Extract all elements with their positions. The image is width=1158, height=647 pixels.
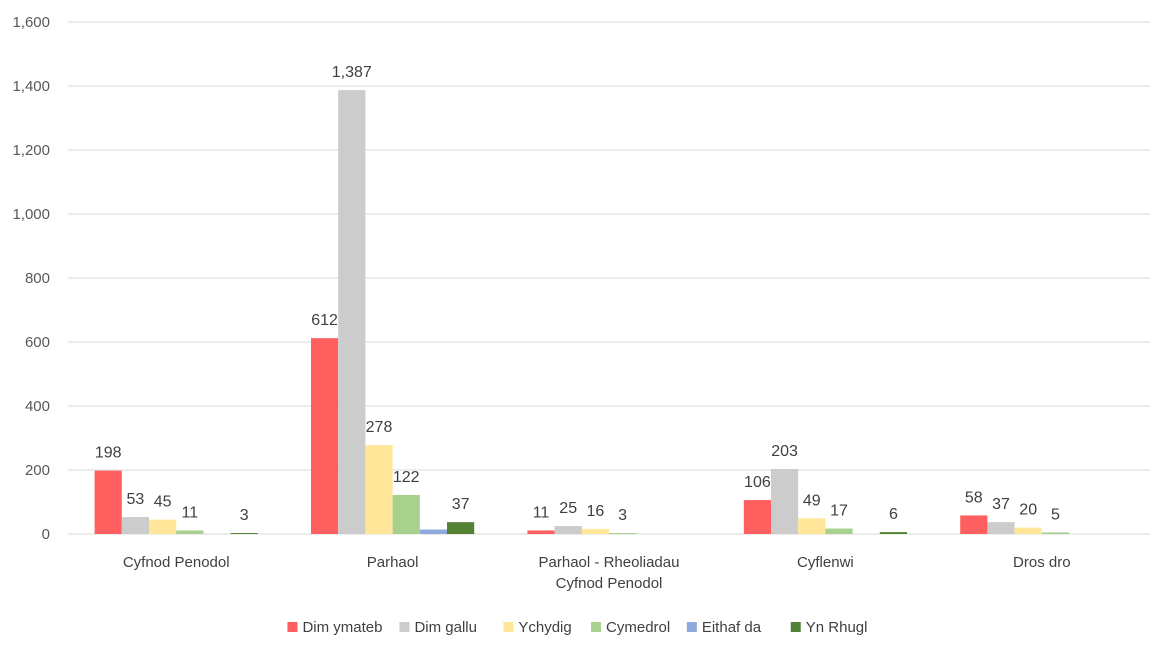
bar <box>771 469 799 534</box>
bar <box>987 522 1015 534</box>
bar <box>176 530 204 534</box>
legend-label: Dim ymateb <box>302 619 382 636</box>
legend-label: Yn Rhugl <box>806 619 868 636</box>
data-label: 25 <box>559 500 577 517</box>
data-label: 122 <box>393 469 420 486</box>
data-label: 11 <box>181 504 198 521</box>
bar <box>121 517 149 534</box>
y-tick-label: 1,200 <box>12 142 50 159</box>
legend: Dim ymateb Dim gallu Ychydig Cymedrol Eithaf… <box>287 619 867 636</box>
bar <box>554 526 582 534</box>
data-label: 3 <box>240 507 249 524</box>
legend-swatch <box>591 622 602 632</box>
bar <box>311 338 339 534</box>
y-tick-label: 1,000 <box>12 206 50 223</box>
legend-swatch <box>686 622 697 632</box>
bar <box>447 522 475 534</box>
legend-swatch <box>790 622 801 632</box>
x-category-label: Dros dro <box>1013 554 1071 571</box>
data-label: 1,387 <box>332 64 372 81</box>
x-category-label: Parhaol <box>367 554 419 571</box>
data-label: 17 <box>830 503 848 520</box>
y-tick-label: 1,400 <box>12 78 50 95</box>
data-label: 37 <box>452 496 470 513</box>
data-label: 20 <box>1019 502 1037 519</box>
bar <box>960 515 988 534</box>
legend-swatch <box>503 622 514 632</box>
legend-swatch <box>399 622 410 632</box>
x-category-label: Cyfnod Penodol <box>556 575 663 592</box>
y-axis-ticks: 0 200 400 600 800 1,000 1,200 1,400 1,600 <box>12 14 50 543</box>
y-tick-label: 400 <box>25 398 50 415</box>
data-label: 6 <box>889 506 898 523</box>
data-label: 16 <box>587 503 605 520</box>
bar <box>527 530 555 534</box>
y-tick-label: 200 <box>25 462 50 479</box>
data-label: 58 <box>965 489 983 506</box>
x-axis-categories: Cyfnod Penodol Parhaol Parhaol - Rheoliada… <box>123 554 1071 592</box>
data-label: 53 <box>127 491 145 508</box>
bar <box>609 533 637 534</box>
legend-label: Eithaf da <box>702 619 762 636</box>
data-label: 3 <box>618 507 627 524</box>
legend-label: Cymedrol <box>606 619 670 636</box>
y-tick-label: 1,600 <box>12 14 50 31</box>
data-label: 278 <box>366 419 393 436</box>
bar <box>338 90 366 534</box>
bar <box>825 528 853 534</box>
data-label: 5 <box>1051 506 1060 523</box>
data-label: 37 <box>992 496 1010 513</box>
data-label: 106 <box>744 474 771 491</box>
x-category-label: Cyflenwi <box>797 554 854 571</box>
y-tick-label: 600 <box>25 334 50 351</box>
data-label: 45 <box>154 494 172 511</box>
bar <box>230 533 258 534</box>
data-label: 203 <box>771 443 798 460</box>
bar <box>581 528 609 534</box>
legend-label: Dim gallu <box>414 619 477 636</box>
grid-layer <box>68 21 1150 535</box>
bar <box>743 500 771 534</box>
data-label: 198 <box>95 445 122 462</box>
x-category-label: Parhaol - Rheoliadau <box>539 554 680 571</box>
legend-swatch <box>287 622 298 632</box>
bar <box>392 494 420 534</box>
bar <box>419 529 447 534</box>
y-tick-label: 0 <box>42 526 50 543</box>
bar <box>798 518 826 534</box>
data-label: 612 <box>311 312 338 329</box>
bar <box>1014 527 1042 534</box>
legend-label: Ychydig <box>518 619 571 636</box>
bars-layer <box>94 90 1069 534</box>
bar <box>1041 532 1069 534</box>
data-label: 49 <box>803 492 821 509</box>
data-label: 11 <box>533 504 550 521</box>
y-tick-label: 800 <box>25 270 50 287</box>
bar <box>94 470 122 534</box>
bar <box>149 519 177 534</box>
x-category-label: Cyfnod Penodol <box>123 554 230 571</box>
bar <box>365 445 393 534</box>
bar <box>879 532 907 534</box>
